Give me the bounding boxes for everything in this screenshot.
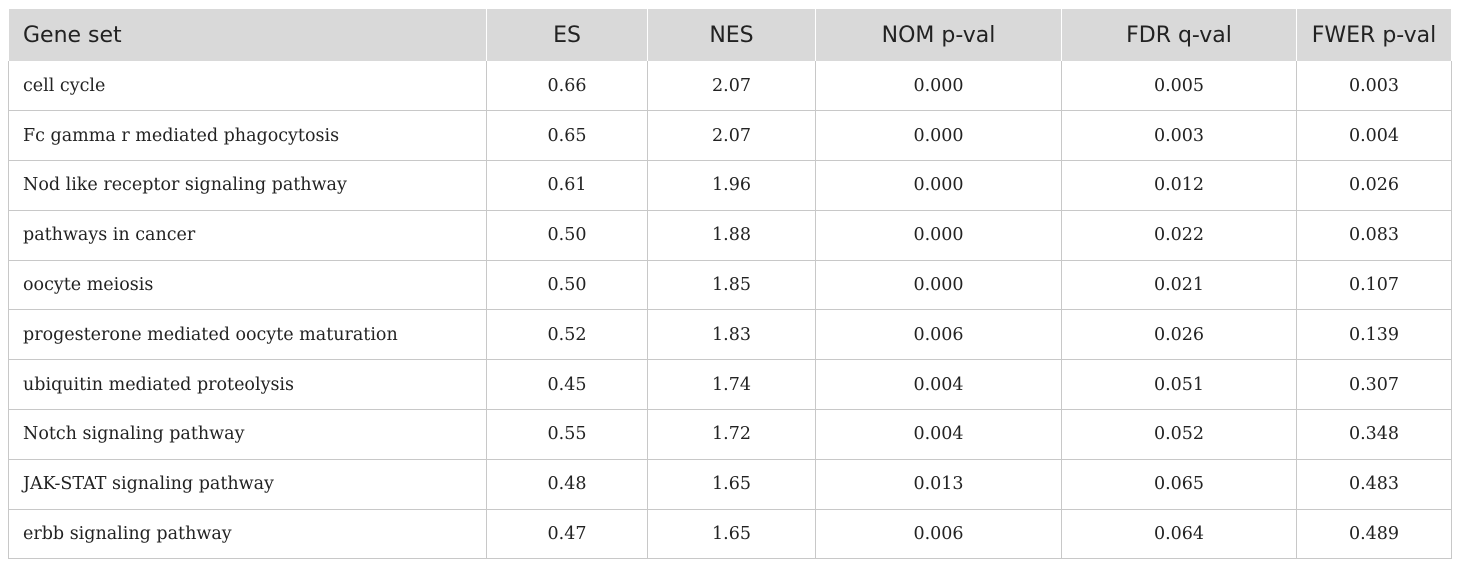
cell-nom-p-val: 0.006 (815, 309, 1062, 360)
cell-nom-p-val: 0.000 (815, 110, 1062, 161)
cell-gene-set: pathways in cancer (8, 210, 487, 261)
cell-nes: 1.83 (647, 309, 816, 360)
cell-fwer-p-val: 0.004 (1296, 110, 1452, 161)
cell-nes: 1.85 (647, 260, 816, 310)
cell-gene-set: oocyte meiosis (8, 260, 487, 310)
cell-es: 0.52 (486, 309, 648, 360)
cell-es: 0.48 (486, 459, 648, 510)
cell-nom-p-val: 0.004 (815, 359, 1062, 410)
cell-nom-p-val: 0.006 (815, 509, 1062, 559)
table-body: cell cycle 0.66 2.07 0.000 0.005 0.003 F… (8, 61, 1452, 559)
table-row: Notch signaling pathway 0.55 1.72 0.004 … (8, 409, 1452, 460)
cell-gene-set: Notch signaling pathway (8, 409, 487, 460)
cell-nes: 1.74 (647, 359, 816, 410)
cell-nes: 1.72 (647, 409, 816, 460)
header-nes: NES (647, 9, 816, 61)
table-row: oocyte meiosis 0.50 1.85 0.000 0.021 0.1… (8, 260, 1452, 310)
cell-nom-p-val: 0.000 (815, 260, 1062, 310)
cell-fwer-p-val: 0.107 (1296, 260, 1452, 310)
cell-fdr-q-val: 0.003 (1061, 110, 1297, 161)
cell-gene-set: progesterone mediated oocyte maturation (8, 309, 487, 360)
cell-fdr-q-val: 0.051 (1061, 359, 1297, 410)
cell-fwer-p-val: 0.348 (1296, 409, 1452, 460)
table-row: erbb signaling pathway 0.47 1.65 0.006 0… (8, 509, 1452, 559)
cell-fwer-p-val: 0.307 (1296, 359, 1452, 410)
cell-nes: 1.96 (647, 160, 816, 211)
cell-nom-p-val: 0.013 (815, 459, 1062, 510)
cell-es: 0.50 (486, 260, 648, 310)
cell-nom-p-val: 0.000 (815, 61, 1062, 111)
cell-gene-set: ubiquitin mediated proteolysis (8, 359, 487, 410)
cell-es: 0.65 (486, 110, 648, 161)
cell-nes: 1.88 (647, 210, 816, 261)
header-row: Gene set ES NES NOM p-val FDR q-val FWER… (8, 9, 1452, 61)
table-row: progesterone mediated oocyte maturation … (8, 309, 1452, 360)
cell-gene-set: erbb signaling pathway (8, 509, 487, 559)
header-gene-set: Gene set (8, 9, 487, 61)
header-nom-p-val: NOM p-val (815, 9, 1062, 61)
cell-nom-p-val: 0.000 (815, 210, 1062, 261)
cell-es: 0.45 (486, 359, 648, 410)
cell-fwer-p-val: 0.483 (1296, 459, 1452, 510)
cell-es: 0.61 (486, 160, 648, 211)
header-es: ES (486, 9, 648, 61)
cell-fwer-p-val: 0.139 (1296, 309, 1452, 360)
cell-fwer-p-val: 0.489 (1296, 509, 1452, 559)
cell-fdr-q-val: 0.022 (1061, 210, 1297, 261)
cell-fwer-p-val: 0.026 (1296, 160, 1452, 211)
cell-nes: 2.07 (647, 110, 816, 161)
cell-nom-p-val: 0.004 (815, 409, 1062, 460)
cell-fdr-q-val: 0.065 (1061, 459, 1297, 510)
table-row: ubiquitin mediated proteolysis 0.45 1.74… (8, 359, 1452, 410)
cell-gene-set: Nod like receptor signaling pathway (8, 160, 487, 211)
cell-nes: 1.65 (647, 509, 816, 559)
cell-fwer-p-val: 0.003 (1296, 61, 1452, 111)
cell-fdr-q-val: 0.064 (1061, 509, 1297, 559)
cell-fdr-q-val: 0.026 (1061, 309, 1297, 360)
table-row: pathways in cancer 0.50 1.88 0.000 0.022… (8, 210, 1452, 261)
cell-fdr-q-val: 0.021 (1061, 260, 1297, 310)
table-row: cell cycle 0.66 2.07 0.000 0.005 0.003 (8, 61, 1452, 111)
cell-nes: 1.65 (647, 459, 816, 510)
cell-nom-p-val: 0.000 (815, 160, 1062, 211)
cell-fdr-q-val: 0.052 (1061, 409, 1297, 460)
cell-gene-set: JAK-STAT signaling pathway (8, 459, 487, 510)
cell-gene-set: cell cycle (8, 61, 487, 111)
cell-fdr-q-val: 0.005 (1061, 61, 1297, 111)
cell-gene-set: Fc gamma r mediated phagocytosis (8, 110, 487, 161)
header-fwer-p-val: FWER p-val (1296, 9, 1452, 61)
gsea-results-table: Gene set ES NES NOM p-val FDR q-val FWER… (8, 9, 1452, 559)
gsea-table-container: Gene set ES NES NOM p-val FDR q-val FWER… (8, 9, 1452, 559)
cell-es: 0.47 (486, 509, 648, 559)
header-fdr-q-val: FDR q-val (1061, 9, 1297, 61)
cell-es: 0.55 (486, 409, 648, 460)
table-row: JAK-STAT signaling pathway 0.48 1.65 0.0… (8, 459, 1452, 510)
cell-es: 0.66 (486, 61, 648, 111)
table-header: Gene set ES NES NOM p-val FDR q-val FWER… (8, 9, 1452, 61)
table-row: Nod like receptor signaling pathway 0.61… (8, 160, 1452, 211)
cell-es: 0.50 (486, 210, 648, 261)
cell-fdr-q-val: 0.012 (1061, 160, 1297, 211)
cell-nes: 2.07 (647, 61, 816, 111)
table-row: Fc gamma r mediated phagocytosis 0.65 2.… (8, 110, 1452, 161)
cell-fwer-p-val: 0.083 (1296, 210, 1452, 261)
